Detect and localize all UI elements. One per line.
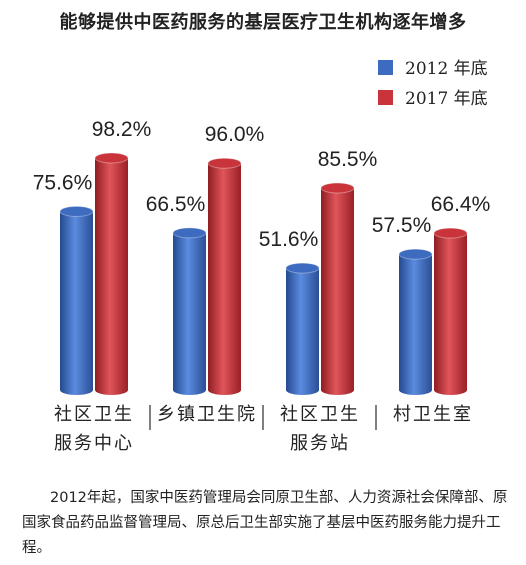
- legend-swatch-0: [378, 60, 393, 75]
- bar-3-0: [398, 248, 433, 395]
- value-label-3-0: 57.5%: [372, 214, 432, 237]
- category-label-2-1: 服务站: [290, 433, 350, 454]
- value-label-2-0: 51.6%: [259, 228, 319, 251]
- bar-1-1: [207, 157, 242, 395]
- bar-2-0: [285, 262, 320, 395]
- category-label-1-0: 乡镇卫生院: [157, 404, 257, 425]
- legend-swatch-1: [378, 90, 393, 105]
- bar-chart: 75.6% 98.2% 66.5% 96.0% 51.6% 85.5% 57.5%66.4%…: [33, 59, 491, 454]
- value-label-2-1: 85.5%: [318, 148, 378, 171]
- value-label-3-1: 66.4%: [431, 193, 491, 216]
- bar-0-0: [59, 205, 94, 395]
- value-label-1-1: 96.0%: [205, 123, 265, 146]
- category-label-3-0: 村卫生室: [393, 404, 473, 425]
- value-label-0-0: 75.6%: [33, 171, 93, 194]
- category-label-0-0: 社区卫生: [54, 404, 134, 425]
- value-label-1-0: 66.5%: [146, 193, 206, 216]
- category-label-0-1: 服务中心: [54, 433, 134, 454]
- chart-caption: 2012年起，国家中医药管理局会同原卫生部、人力资源社会保障部、原国家食品药品监…: [22, 490, 508, 556]
- legend-label-1: 2017 年底: [405, 89, 488, 109]
- bar-3-1: [433, 227, 468, 395]
- legend-label-0: 2012 年底: [405, 59, 488, 79]
- bar-0-1: [94, 152, 129, 395]
- bar-1-0: [172, 227, 207, 395]
- value-label-0-1: 98.2%: [92, 118, 152, 141]
- bar-2-1: [320, 182, 355, 395]
- category-label-2-0: 社区卫生: [280, 404, 360, 425]
- chart-title: 能够提供中医药服务的基层医疗卫生机构逐年增多: [59, 12, 467, 33]
